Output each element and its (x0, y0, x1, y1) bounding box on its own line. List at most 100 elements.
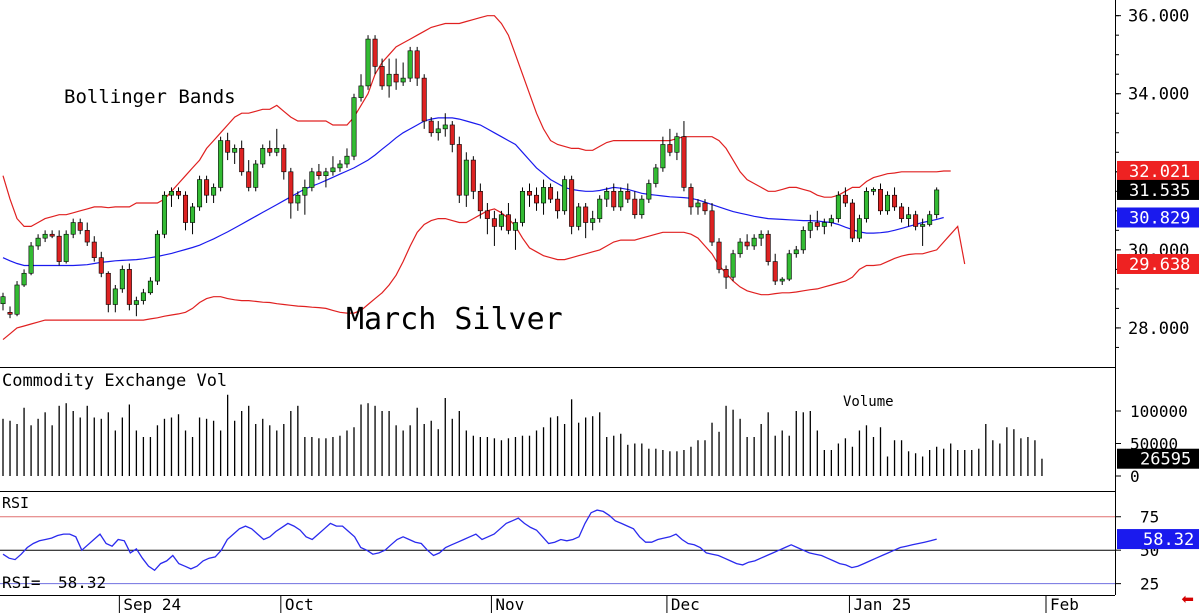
price-badge-label: 29.638 (1129, 255, 1190, 275)
candle-body (730, 253, 736, 278)
candle (295, 191, 301, 211)
candle (323, 167, 329, 188)
candle (702, 199, 708, 215)
rsi-readout-value: 58.32 (58, 573, 106, 592)
candle-body (358, 85, 364, 98)
candle (484, 203, 490, 235)
candle (583, 203, 589, 239)
candle (330, 156, 336, 176)
candle-body (856, 218, 862, 239)
time-axis-ticks: Sep 24 Oct Nov Dec Jan 25 Feb (118, 595, 1079, 613)
candle-body (660, 144, 666, 169)
candle-body (653, 167, 659, 184)
candle (218, 136, 224, 192)
candle (407, 46, 413, 83)
candle (470, 156, 476, 200)
candle-body (239, 148, 245, 173)
candle-body (877, 189, 883, 212)
candle-body (119, 269, 125, 290)
candle (435, 121, 441, 141)
candle-body (112, 288, 118, 305)
candle (695, 199, 701, 215)
candle-body (800, 230, 806, 251)
candle-body (147, 280, 153, 294)
candle-body (372, 38, 378, 67)
back-arrow-icon[interactable]: ⬅ (1181, 590, 1194, 608)
candle-body (288, 171, 294, 204)
candle (344, 148, 350, 168)
lower-band-line (2, 208, 966, 341)
candle (105, 271, 111, 313)
candle (232, 144, 238, 164)
candle-body (7, 312, 13, 315)
price-badge-label: 30.829 (1129, 208, 1190, 228)
candle-body (428, 120, 434, 134)
candle-body (168, 191, 174, 196)
candle (98, 251, 104, 278)
candle-body (407, 50, 413, 79)
time-tick-label: Feb (1050, 595, 1079, 613)
candle-body (49, 233, 55, 237)
candle (428, 117, 434, 137)
candle (590, 210, 596, 231)
candle-body (98, 257, 104, 274)
candle (885, 191, 891, 215)
candle-body (253, 163, 259, 188)
candle (906, 206, 912, 227)
candle-body (232, 148, 238, 153)
volume-badge-label: 26595 (1140, 450, 1191, 470)
time-tick-label: Jan 25 (853, 595, 911, 613)
candle (147, 277, 153, 295)
candle-body (786, 253, 792, 280)
candle-body (618, 191, 624, 208)
candle (842, 187, 848, 207)
candle (934, 187, 940, 219)
candle-body (842, 194, 848, 204)
candle-body (42, 233, 48, 239)
candle-body (639, 198, 645, 216)
candle-body (281, 148, 287, 173)
candle (288, 167, 294, 219)
candle-body (821, 222, 827, 227)
candle (190, 203, 196, 235)
candle (779, 277, 785, 285)
candle (569, 175, 575, 235)
candle-body (393, 73, 399, 83)
candle (730, 249, 736, 282)
candle (14, 281, 20, 317)
price-tick-label: 28.000 (1128, 319, 1189, 339)
candle (35, 234, 41, 250)
candle (442, 113, 448, 137)
candle (807, 214, 813, 239)
volume-badge: 26595 (1117, 448, 1199, 470)
candle (400, 62, 406, 86)
candle (133, 296, 139, 317)
candle-body (702, 202, 708, 212)
candle-body (414, 50, 420, 79)
candle-body (870, 189, 876, 192)
candle-body (260, 148, 266, 165)
candle (835, 191, 841, 223)
candle-body (105, 272, 111, 305)
candle-body (267, 148, 273, 153)
candle-body (161, 194, 167, 235)
rsi-badge-label: 58.32 (1143, 530, 1194, 550)
candle-body (835, 194, 841, 219)
candle (526, 183, 532, 207)
candle-body (477, 191, 483, 212)
candle (737, 238, 743, 258)
candle (0, 292, 6, 311)
candle-body (899, 206, 905, 219)
candle (274, 128, 280, 157)
candle (21, 269, 27, 287)
candle (505, 203, 511, 235)
candle-body (681, 136, 687, 188)
candle-body (927, 214, 933, 225)
candle-body (779, 278, 785, 282)
candle-body (274, 148, 280, 153)
price-tick-label: 36.000 (1128, 7, 1189, 27)
candle-body (491, 218, 497, 227)
candle-body (456, 144, 462, 196)
candle-body (309, 171, 315, 188)
candle (646, 179, 652, 204)
